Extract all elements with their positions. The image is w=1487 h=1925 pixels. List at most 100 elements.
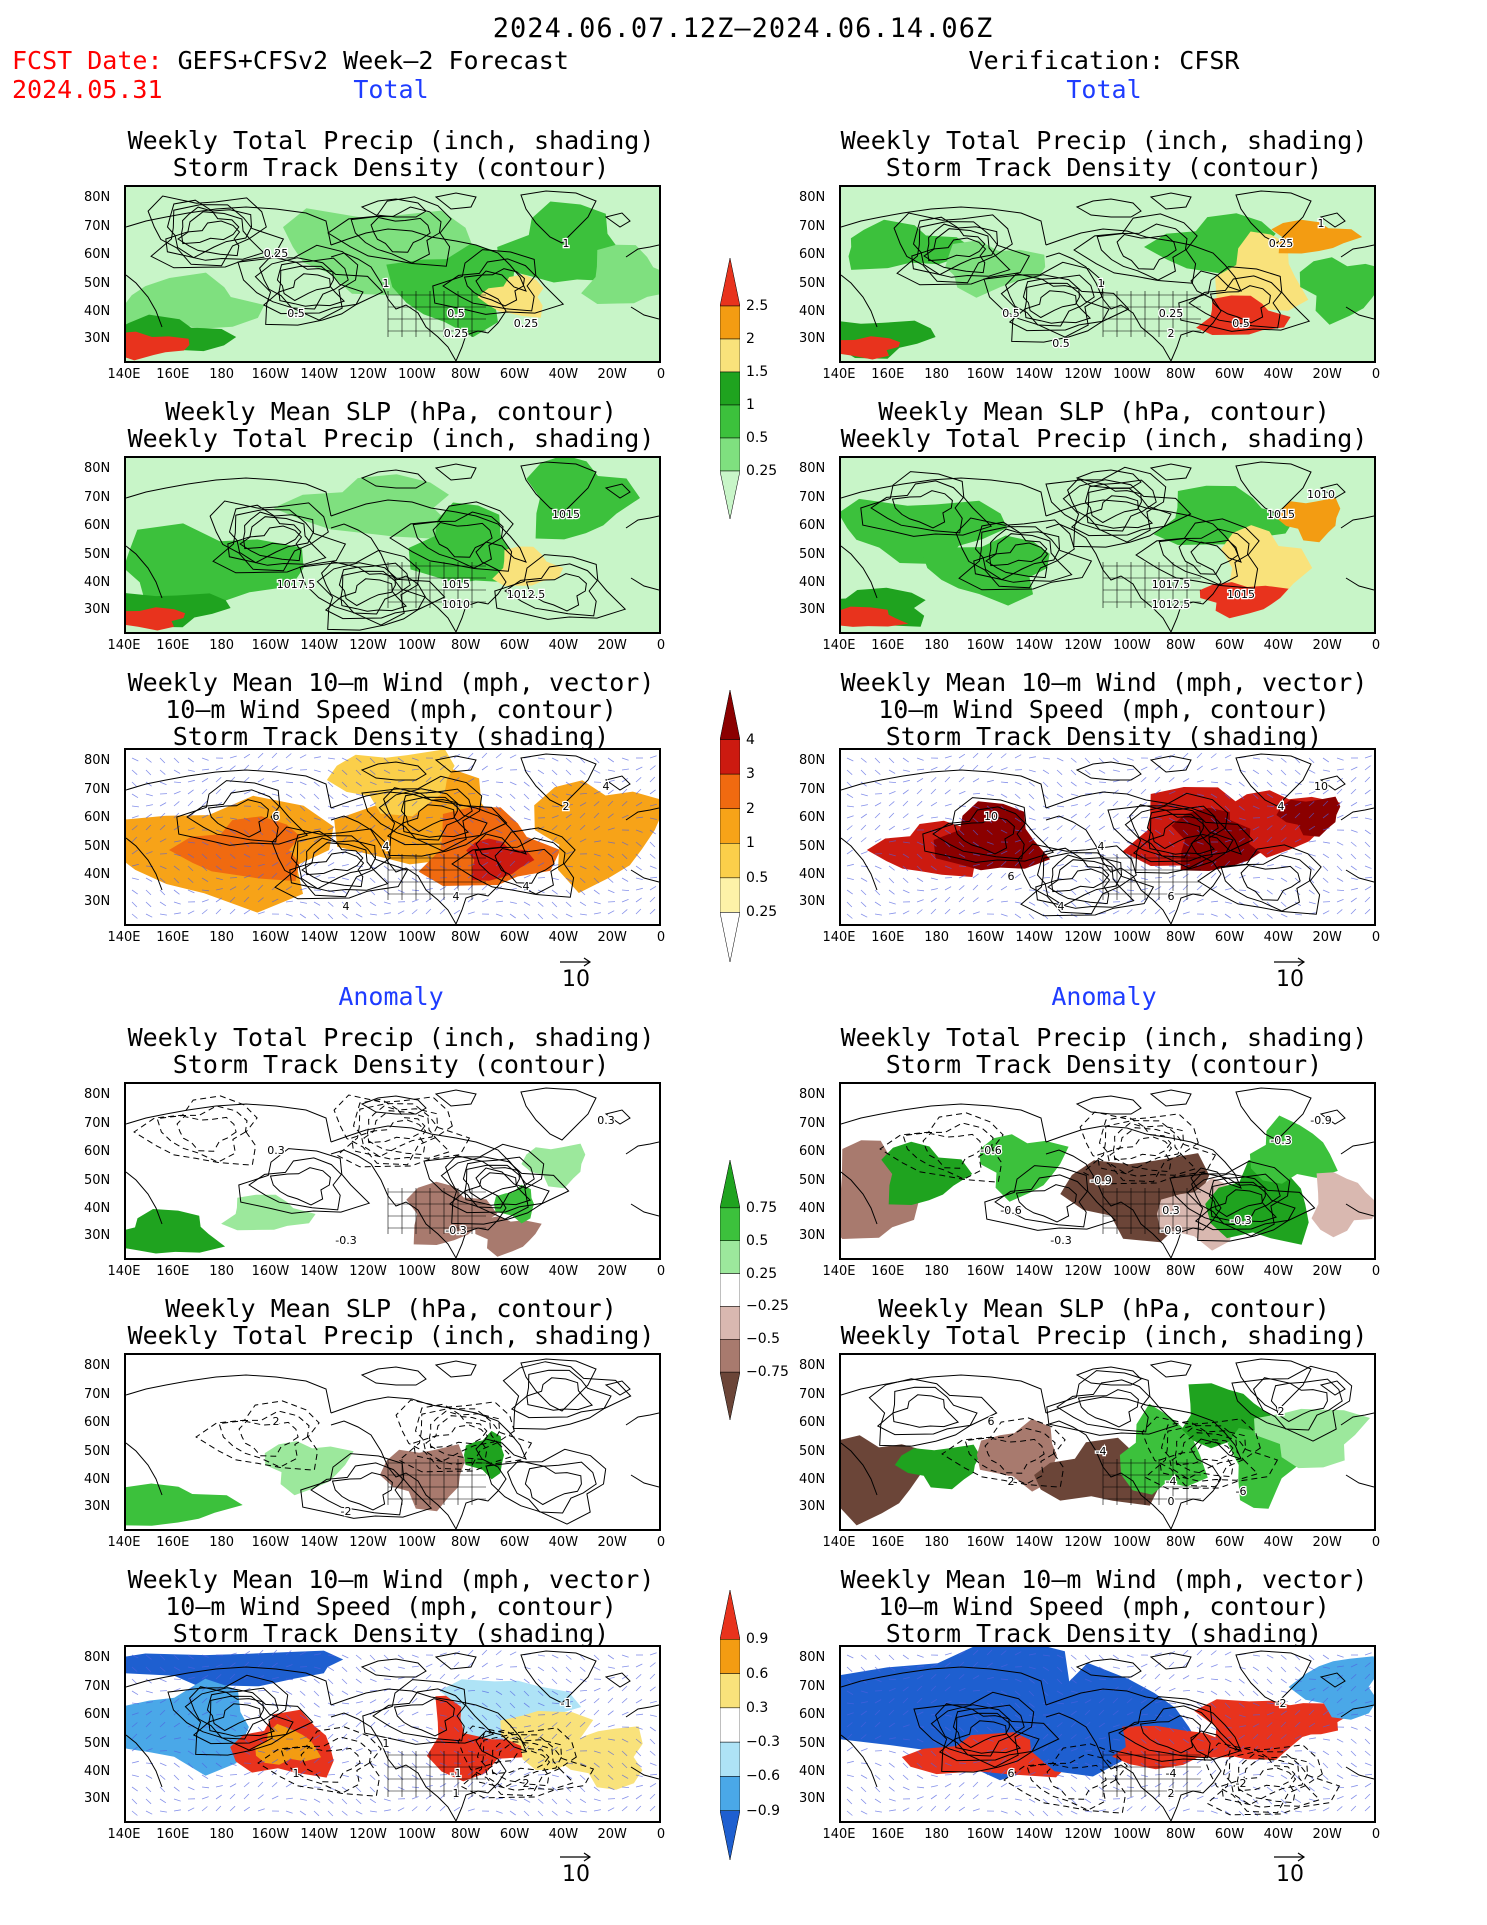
contour-label: -0.6 — [980, 1144, 1001, 1157]
contour — [1084, 483, 1142, 524]
wind-vector — [1042, 877, 1051, 879]
wind-vector — [593, 801, 600, 807]
coastline — [841, 1171, 878, 1225]
wind-vector — [355, 901, 362, 908]
wind-vector — [1322, 853, 1330, 859]
wind-vector — [944, 1673, 951, 1680]
wind-vector — [313, 1810, 320, 1817]
wind-vector — [860, 1701, 868, 1704]
wind-vector — [551, 1746, 558, 1752]
contour — [165, 211, 265, 261]
wind-vector — [313, 1771, 321, 1776]
wind-vector — [579, 1666, 586, 1672]
coastline — [841, 769, 1047, 809]
contour — [442, 258, 536, 312]
wind-vector — [1084, 793, 1093, 795]
wind-vector — [439, 1783, 447, 1788]
wind-vector — [159, 1709, 166, 1716]
wind-vector — [271, 1690, 279, 1693]
wind-vector — [1028, 1702, 1035, 1708]
wind-vector — [243, 1793, 250, 1800]
contour — [395, 1399, 515, 1471]
wind-vector — [1210, 829, 1218, 834]
latitude-label: 80N — [84, 1087, 111, 1103]
contour-label: 1012.5 — [507, 588, 546, 601]
wind-vector — [551, 1666, 558, 1673]
wind-vector — [131, 805, 139, 808]
map-svg: 6-42 -4-620 — [841, 1355, 1374, 1529]
wind-vector — [1070, 901, 1077, 908]
wind-vector — [1140, 1794, 1147, 1800]
contour — [448, 1164, 550, 1214]
wind-vector — [1126, 841, 1134, 846]
wind-vector — [1126, 909, 1133, 915]
longitude-label: 180 — [209, 367, 235, 382]
coastline — [625, 1141, 659, 1155]
title-line: Weekly Mean SLP (hPa, contour) — [165, 397, 617, 426]
wind-vector — [958, 909, 966, 915]
wind-vector — [327, 757, 335, 760]
wind-vector — [958, 896, 965, 903]
wind-vector — [593, 912, 601, 915]
wind-vector — [579, 1654, 586, 1661]
wind-vector — [187, 1710, 194, 1716]
wind-vector — [383, 865, 390, 871]
wind-vector — [607, 800, 614, 807]
wind-vector — [1154, 886, 1162, 891]
wind-vector — [635, 777, 642, 783]
wind-vector — [860, 1748, 868, 1752]
longitude-label: 120W — [349, 930, 387, 945]
coastline — [1045, 815, 1172, 924]
wind-vector — [846, 1774, 854, 1777]
contour-label: -1 — [561, 1697, 572, 1710]
wind-vector — [215, 877, 223, 881]
latitude-label: 60N — [799, 247, 826, 263]
wind-vector — [215, 865, 222, 871]
wind-vector — [579, 793, 588, 795]
wind-vector — [1182, 817, 1189, 823]
wind-vector — [649, 789, 656, 795]
wind-vector — [1182, 829, 1189, 836]
wind-vector — [1140, 1698, 1148, 1704]
longitude-label: 140W — [300, 1264, 339, 1279]
wind-vector — [1126, 1654, 1134, 1658]
wind-vector — [173, 1774, 180, 1781]
wind-vector — [1056, 1761, 1064, 1764]
latitude-label: 60N — [84, 810, 111, 826]
latitude-label: 50N — [84, 546, 111, 562]
wind-vector — [1028, 848, 1035, 855]
contour — [463, 268, 525, 307]
wind-vector — [1350, 1713, 1359, 1716]
contour — [1062, 479, 1192, 548]
wind-vector — [621, 889, 630, 891]
wind-vector — [173, 1666, 181, 1671]
contour — [953, 816, 1015, 855]
longitude-label: 40W — [548, 638, 579, 653]
wind-vector — [1112, 1654, 1119, 1660]
wind-vector — [243, 874, 251, 879]
contour-label: 1 — [383, 1737, 390, 1750]
wind-vector — [1280, 877, 1288, 882]
colorbar-label: 0.25 — [746, 463, 778, 479]
wind-vector — [916, 1762, 923, 1769]
coastline — [434, 463, 477, 481]
coastline — [330, 1125, 527, 1258]
wind-vector — [1098, 1762, 1105, 1768]
contour — [974, 521, 1061, 581]
wind-vector — [1014, 1651, 1022, 1656]
title-l3: Weekly Mean 10–m Wind (mph, vector) 10–m … — [128, 669, 655, 750]
coastline — [1235, 190, 1312, 244]
wind-vector — [299, 817, 307, 823]
shaded-region — [1196, 295, 1291, 335]
wind-vector — [523, 913, 530, 920]
wind-vector — [285, 805, 292, 812]
wind-vector — [874, 1786, 881, 1793]
wind-vector — [621, 1738, 629, 1743]
wind-vector — [509, 860, 516, 867]
wind-vector — [1084, 1786, 1091, 1793]
wind-vector — [944, 817, 952, 820]
wind-vector — [187, 789, 194, 795]
contour — [413, 1415, 513, 1465]
wind-vector — [313, 828, 321, 831]
contour — [207, 799, 269, 838]
